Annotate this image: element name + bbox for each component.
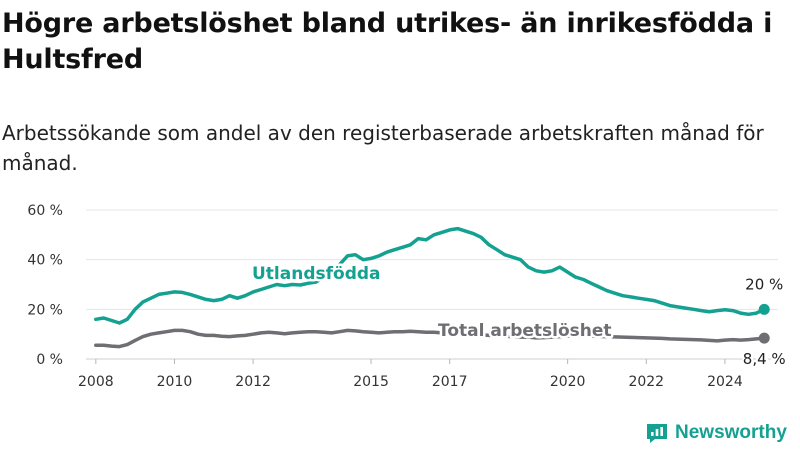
series-end-label-2: 8,4 % xyxy=(743,350,786,368)
x-tick-label: 2017 xyxy=(432,374,468,390)
x-tick-label: 2022 xyxy=(628,374,664,390)
series-end-label-1: 20 % xyxy=(745,275,783,293)
newsworthy-logo: Newsworthy xyxy=(645,420,787,446)
series-name-label-1: Utlandsfödda xyxy=(252,264,381,284)
x-tick-label: 2010 xyxy=(157,374,193,390)
series-line-2 xyxy=(94,328,766,349)
series-name-label-2: Total arbetslöshet xyxy=(438,321,612,341)
y-tick-label: 40 % xyxy=(27,253,63,269)
x-tick-label: 2015 xyxy=(353,374,389,390)
y-axis-ticks: 0 % 20 % 40 % 60 % xyxy=(27,203,63,368)
x-tick-label: 2020 xyxy=(550,374,586,390)
x-axis-ticks: 2008 2010 2012 2015 2017 2020 2022 2024 xyxy=(78,359,743,390)
brand-name: Newsworthy xyxy=(675,422,787,443)
chart-title: Högre arbetslöshet bland utrikes- än inr… xyxy=(2,8,773,75)
series-end-point-1 xyxy=(758,303,770,315)
x-tick-label: 2008 xyxy=(78,374,114,390)
chart-subtitle: Arbetssökande som andel av den registerb… xyxy=(2,121,764,175)
gridlines xyxy=(86,209,778,360)
x-tick-label: 2024 xyxy=(707,374,743,390)
newsworthy-logo-icon xyxy=(647,424,667,443)
series-end-point-2 xyxy=(758,332,770,344)
y-tick-label: 20 % xyxy=(27,302,63,318)
x-tick-label: 2012 xyxy=(235,374,271,390)
y-tick-label: 0 % xyxy=(36,352,63,368)
series-labels: Utlandsfödda Total arbetslöshet 20 % 8,4 % xyxy=(250,262,788,371)
series-lines xyxy=(94,226,770,349)
series-line-1 xyxy=(94,226,766,325)
y-tick-label: 60 % xyxy=(27,203,63,219)
